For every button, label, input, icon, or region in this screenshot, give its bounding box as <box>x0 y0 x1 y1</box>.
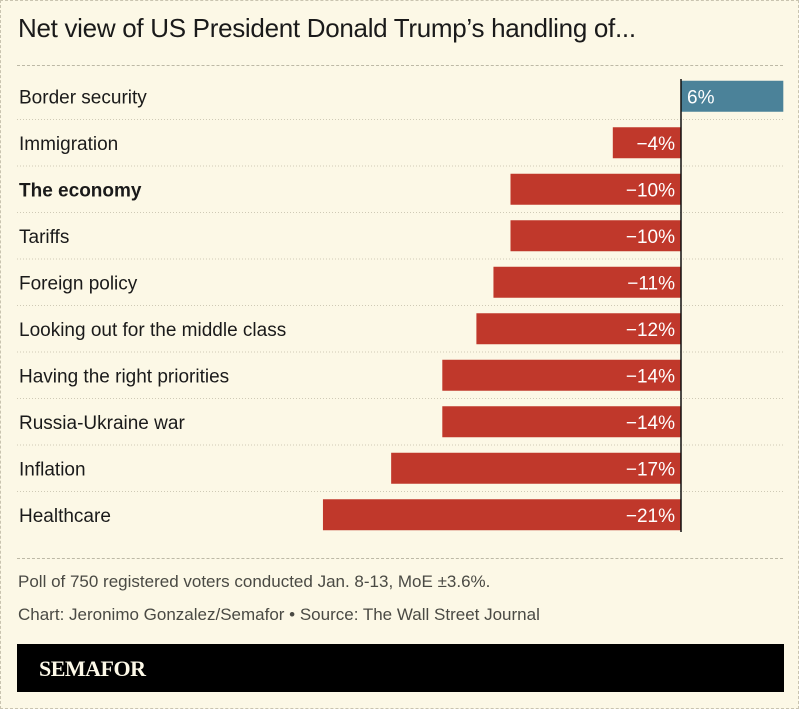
bar <box>391 452 681 484</box>
category-label: Inflation <box>19 459 86 480</box>
footnote: Poll of 750 registered voters conducted … <box>18 572 491 591</box>
bar <box>612 127 681 159</box>
bar <box>493 266 681 298</box>
bar <box>510 220 681 252</box>
bar <box>681 80 784 112</box>
category-label: Tariffs <box>19 227 69 248</box>
semafor-logo: SEMAFOR <box>39 656 146 681</box>
category-label: Having the right priorities <box>19 366 229 387</box>
divider <box>17 558 783 559</box>
brand-bar: SEMAFOR <box>17 644 784 692</box>
value-label: −14% <box>626 366 675 387</box>
value-label: −14% <box>626 413 675 434</box>
value-label: −10% <box>626 180 675 201</box>
bar <box>322 499 681 531</box>
category-label: Healthcare <box>19 506 111 527</box>
value-label: −11% <box>627 273 675 294</box>
value-label: 6% <box>687 87 715 108</box>
category-label: Foreign policy <box>19 273 138 294</box>
bar <box>476 313 681 345</box>
value-label: −21% <box>626 506 675 527</box>
bar-chart: Border security 6% Immigration −4% The econo… <box>17 79 784 532</box>
value-label: −4% <box>636 134 675 155</box>
category-label: Russia-Ukraine war <box>19 413 185 434</box>
divider <box>17 65 783 66</box>
value-label: −17% <box>626 459 675 480</box>
source-credit: Chart: Jeronimo Gonzalez/Semafor • Sourc… <box>18 605 540 624</box>
chart-title: Net view of US President Donald Trump’s … <box>18 13 636 43</box>
bar <box>510 173 681 205</box>
category-label: Immigration <box>19 134 118 155</box>
bar <box>442 406 681 438</box>
category-label: Looking out for the middle class <box>19 320 286 341</box>
category-label: Border security <box>19 87 147 108</box>
category-label: The economy <box>19 180 142 201</box>
bar <box>442 359 681 391</box>
value-label: −12% <box>626 320 675 341</box>
value-label: −10% <box>626 227 675 248</box>
